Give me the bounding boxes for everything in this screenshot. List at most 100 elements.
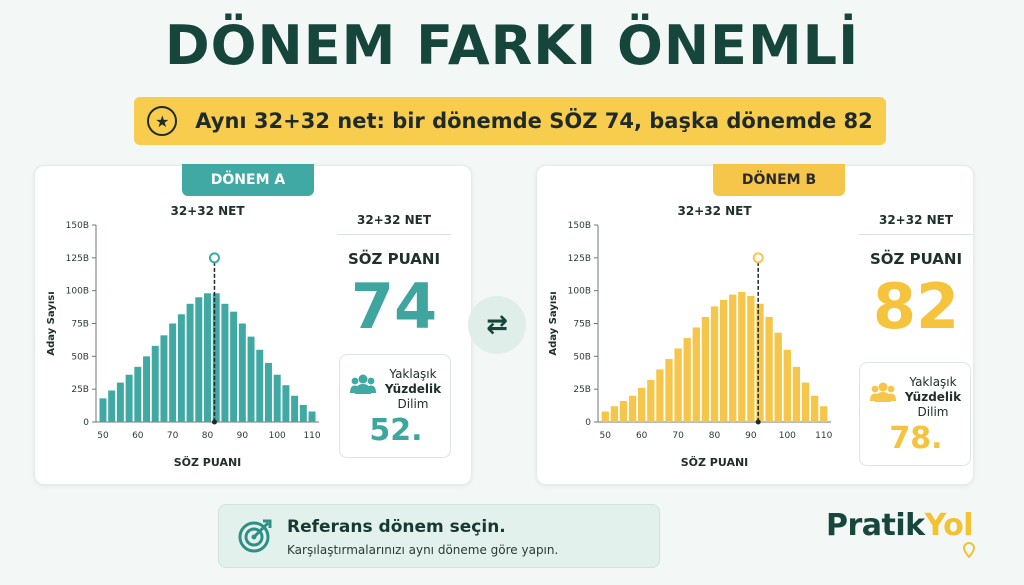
chart-title: 32+32 NET [170,204,245,218]
x-tick-label: 70 [167,431,179,441]
bar [221,303,229,422]
bar [169,323,177,422]
bar [719,299,728,422]
bar [656,369,664,422]
bar [151,345,159,422]
y-axis-label: Aday Sayısı [548,291,559,355]
x-tick-label: 60 [132,431,144,441]
percentile-value: 52. [369,413,423,448]
bar [619,400,628,422]
bar [747,295,755,422]
score-block: SÖZ PUANI 74 [337,248,451,346]
bar [638,387,646,422]
score-value: 74 [350,270,438,343]
percentile-value: 78. [889,421,943,456]
bar [774,332,782,422]
bar [308,411,316,422]
divider [337,234,451,235]
y-tick-label: 75B [71,320,89,330]
y-tick-label: 0 [83,418,89,428]
bar [729,294,737,422]
bar [291,395,299,422]
y-tick-label: 50B [71,352,89,362]
x-tick-label: 100 [269,431,286,441]
percentile-card: Yaklaşık Yüzdelik Dilim 78. [859,362,971,466]
y-tick-label: 25B [573,385,591,395]
period-a-panel: DÖNEM A 32+32 NET 0 25B 50B 75B 100B 125B 150B 5… [34,164,472,485]
people-icon [350,374,376,394]
period-b-chart: 32+32 NET 0 25B 50B 75B 100B 125B 150B 50 60 70 80 9… [548,204,833,469]
bar [792,366,801,422]
star-icon: ★ [147,106,178,136]
bar [247,336,255,422]
bar [820,406,828,422]
y-tick-label: 125B [568,254,591,264]
period-b-panel: DÖNEM B 32+32 NET 0 25B 50B 75B 100B 125B 150B 5… [536,164,974,485]
x-tick-label: 100 [779,431,796,441]
reference-title: Referans dönem seçin. [287,517,506,537]
bar [204,293,211,422]
bar [195,297,203,422]
tab-period-a[interactable]: DÖNEM A [182,164,314,196]
x-tick-label: 110 [303,431,320,441]
bar [299,404,307,422]
bar [628,395,637,422]
tab-period-b[interactable]: DÖNEM B [713,164,845,196]
bar [125,374,133,422]
chart-title: 32+32 NET [677,204,752,218]
bar [116,382,124,422]
bar [610,406,619,422]
bar [801,382,810,422]
x-tick-label: 80 [202,431,214,441]
x-tick-label: 90 [237,431,249,441]
bar [99,398,107,422]
score-marker-base [755,419,761,425]
reference-subtitle: Karşılaştırmalarınızı aynı döneme göre y… [287,543,559,557]
bar [256,349,264,422]
bar [212,293,220,422]
y-tick-label: 75B [573,320,591,330]
brand-logo: PratikYol [826,508,976,558]
bar [143,356,151,422]
banner-text: Aynı 32+32 net: bir dönemde SÖZ 74, başk… [195,109,873,133]
bar [765,316,773,422]
bar [783,349,791,422]
x-tick-label: 80 [709,431,721,441]
bar [273,374,281,422]
y-tick-label: 150B [568,221,591,231]
period-a-chart: 32+32 NET 0 25B 50B 75B 100B 125B 150B 50 60 70 80 9… [46,204,321,469]
y-axis-label: Aday Sayısı [46,291,57,355]
bar [674,348,682,422]
bar [647,379,655,422]
bar [756,303,764,422]
reference-tip: Referans dönem seçin. Karşılaştırmaların… [218,504,660,568]
score-label: SÖZ PUANI [347,250,441,268]
page-title: DÖNEM FARKI ÖNEMLİ [164,14,860,77]
x-axis-label: SÖZ PUANI [174,455,242,469]
x-tick-label: 50 [600,431,612,441]
target-icon [238,519,272,553]
headline-banner: ★ Aynı 32+32 net: bir dönemde SÖZ 74, ba… [134,97,886,145]
bar [160,335,168,422]
y-tick-label: 100B [568,287,591,297]
y-tick-label: 25B [71,385,89,395]
net-label: 32+32 NET [356,213,432,227]
score-label: SÖZ PUANI [869,250,963,268]
people-icon [870,382,896,402]
swap-arrows-icon: ⇄ [468,296,526,354]
bar [177,314,185,422]
y-tick-label: 150B [66,221,89,231]
divider [859,234,973,235]
bar [134,366,142,422]
percentile-label: Yaklaşık Yüzdelik Dilim [904,375,962,419]
percentile-label: Yaklaşık Yüzdelik Dilim [384,367,442,411]
bar [282,385,290,422]
bar [264,362,272,422]
x-tick-label: 110 [815,431,832,441]
x-tick-label: 70 [672,431,684,441]
y-tick-label: 125B [66,254,89,264]
map-pin-icon [962,542,976,558]
x-tick-label: 90 [745,431,757,441]
bar [692,327,700,422]
bar [710,306,719,422]
